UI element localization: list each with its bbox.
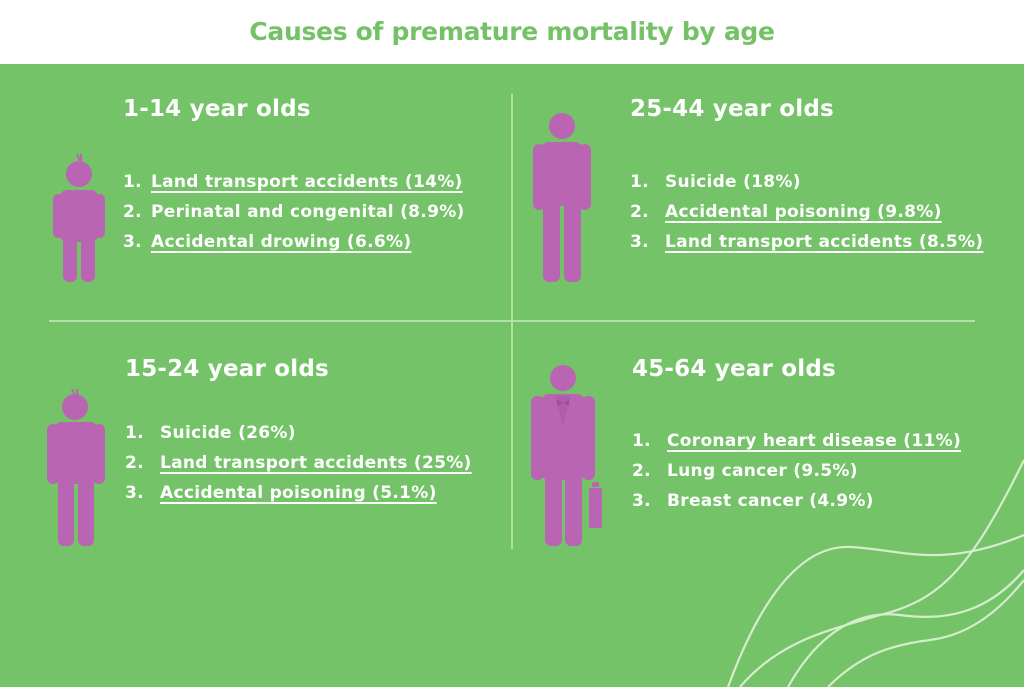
cause-list: 1. Suicide (26%) 2. Land transport acciden… bbox=[125, 418, 472, 508]
cause-list: 1. Suicide (18%) 2. Accidental poisoning (… bbox=[630, 167, 983, 257]
teen-figure-icon bbox=[47, 388, 105, 546]
group-heading: 1-14 year olds bbox=[123, 96, 311, 122]
list-item: 3. Accidental drowing (6.6%) bbox=[123, 232, 412, 252]
businessman-figure-icon bbox=[531, 365, 602, 546]
group-heading: 45-64 year olds bbox=[632, 356, 836, 382]
list-item: 1. Land transport accidents (14%) bbox=[123, 172, 463, 192]
adult-figure-icon bbox=[533, 113, 591, 282]
list-item: 3. Accidental poisoning (5.1%) bbox=[125, 483, 437, 503]
list-item: 3. Land transport accidents (8.5%) bbox=[630, 232, 984, 252]
infographic-panel: 1-14 year olds 1. Land transport accident… bbox=[0, 64, 1024, 687]
list-item: 3. Breast cancer (4.9%) bbox=[632, 491, 874, 511]
page-title: Causes of premature mortality by age bbox=[249, 16, 775, 46]
list-item: 1. Suicide (18%) bbox=[630, 172, 801, 192]
list-item: 2. Perinatal and congenital (8.9%) bbox=[123, 202, 465, 222]
decorative-waves bbox=[726, 459, 1024, 687]
group-heading: 15-24 year olds bbox=[125, 356, 329, 382]
group-heading: 25-44 year olds bbox=[630, 96, 834, 122]
list-item: 1. Suicide (26%) bbox=[125, 423, 296, 443]
list-item: 1. Coronary heart disease (11%) bbox=[632, 431, 962, 451]
list-item: 2. Lung cancer (9.5%) bbox=[632, 461, 858, 481]
child-figure-icon bbox=[53, 153, 105, 282]
header: Causes of premature mortality by age bbox=[0, 0, 1024, 64]
horizontal-divider bbox=[49, 320, 975, 322]
list-item: 2. Accidental poisoning (9.8%) bbox=[630, 202, 942, 222]
cause-list: 1. Coronary heart disease (11%) 2. Lung ca… bbox=[632, 426, 961, 516]
cause-list: 1. Land transport accidents (14%) 2. Perin… bbox=[123, 167, 465, 257]
list-item: 2. Land transport accidents (25%) bbox=[125, 453, 472, 473]
